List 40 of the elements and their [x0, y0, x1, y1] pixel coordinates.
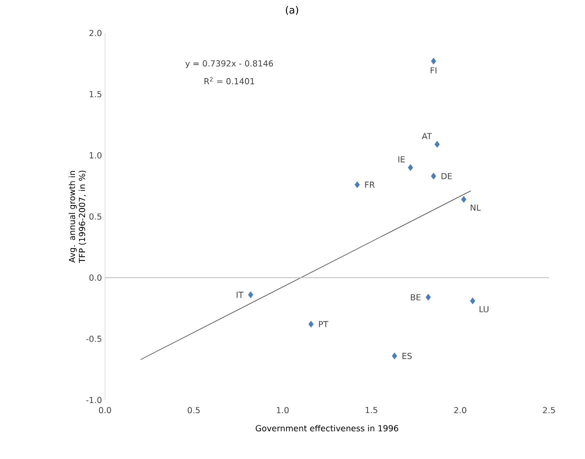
- point: [308, 320, 314, 328]
- annotation: R$^{2}$ = 0.1401: [204, 77, 254, 84]
- annotation: PT: [319, 321, 328, 328]
- y-tick-label: -1.0: [86, 396, 102, 404]
- x-tick-label: 1.0: [276, 406, 289, 414]
- point: [408, 164, 414, 171]
- annotation: BE: [410, 294, 421, 300]
- point: [248, 291, 254, 298]
- annotation: FR: [365, 182, 375, 188]
- x-tick-label: 0.5: [188, 406, 200, 414]
- x-axis-title: Government effectiveness in 1996: [256, 424, 398, 432]
- y-tick-label: -0.5: [86, 336, 102, 342]
- point: [430, 172, 436, 180]
- chart-title: (a): [286, 6, 298, 15]
- annotation: IE: [398, 156, 405, 162]
- point: [426, 294, 431, 301]
- annotation: FI: [430, 67, 436, 74]
- annotation: LU: [480, 306, 488, 312]
- point: [392, 352, 398, 360]
- annotation: y = 0.7392x - 0.8146: [185, 60, 273, 68]
- annotation: ES: [402, 352, 412, 360]
- point: [434, 140, 440, 148]
- y-tick-label: 2.0: [89, 30, 102, 36]
- annotation: AT: [422, 133, 432, 140]
- x-tick-label: 1.5: [366, 406, 378, 414]
- annotation: DE: [442, 173, 452, 180]
- y-tick-label: 0.5: [89, 213, 102, 220]
- annotation: NL: [470, 204, 481, 211]
- point: [461, 196, 466, 203]
- x-tick-label: 0.0: [98, 406, 112, 414]
- point: [470, 298, 476, 304]
- x-tick-label: 2.5: [543, 406, 555, 414]
- point: [430, 58, 436, 65]
- annotation: IT: [236, 292, 244, 298]
- x-tick-label: 2.0: [454, 406, 466, 414]
- y-tick-label: 0.0: [89, 274, 102, 281]
- y-tick-label: 1.5: [90, 91, 102, 98]
- point: [354, 181, 360, 188]
- y-axis-title: Avg. annual growth in TFP (1996-2007, in %): [68, 170, 86, 264]
- y-tick-label: 1.0: [90, 152, 102, 158]
